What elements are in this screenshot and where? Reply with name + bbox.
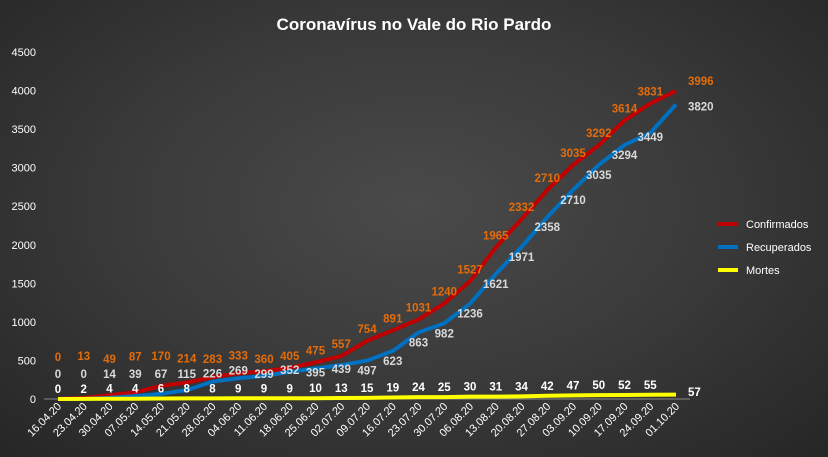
data-label: 1240 <box>431 286 457 298</box>
data-label: 3449 <box>637 132 663 144</box>
data-label: 2710 <box>560 195 586 207</box>
data-label: 3294 <box>612 150 638 162</box>
data-label: 475 <box>306 345 326 357</box>
series-line-confirmados <box>57 89 677 401</box>
data-label: 352 <box>280 365 299 377</box>
data-label: 25 <box>438 382 451 394</box>
data-label: 50 <box>592 380 605 392</box>
y-tick-label: 3500 <box>12 124 36 136</box>
data-label: 2710 <box>534 173 560 185</box>
data-label: 439 <box>332 364 351 376</box>
y-tick-label: 2000 <box>12 240 36 252</box>
data-label: 8 <box>184 383 191 395</box>
data-label: 4 <box>132 384 139 396</box>
data-label: 982 <box>435 328 454 340</box>
data-label: 754 <box>357 324 377 336</box>
data-label: 55 <box>644 380 657 392</box>
y-tick-label: 0 <box>30 394 36 406</box>
data-label: 3035 <box>560 148 586 160</box>
data-label: 3996 <box>688 76 714 88</box>
data-label: 1031 <box>406 302 432 314</box>
data-label: 67 <box>155 369 168 381</box>
data-label: 1971 <box>509 252 535 264</box>
data-label: 3820 <box>688 101 714 113</box>
data-label: 0 <box>55 352 61 364</box>
data-label: 9 <box>287 383 293 395</box>
y-tick-label: 3000 <box>12 163 36 175</box>
data-label: 269 <box>229 365 248 377</box>
data-label: 0 <box>81 369 87 381</box>
data-label: 283 <box>203 354 222 366</box>
y-tick-label: 4500 <box>12 47 36 59</box>
legend-entry: Mortes <box>746 265 780 277</box>
data-label: 2332 <box>509 202 535 214</box>
data-label: 87 <box>129 351 142 363</box>
data-label: 31 <box>489 382 502 394</box>
data-label: 13 <box>335 383 348 395</box>
data-label: 497 <box>357 366 376 378</box>
data-label: 2 <box>81 384 87 396</box>
y-tick-label: 4000 <box>12 86 36 98</box>
chart-title: Coronavírus no Vale do Rio Pardo <box>277 15 552 34</box>
data-label: 1965 <box>483 230 509 242</box>
y-tick-label: 500 <box>18 355 36 367</box>
data-label: 10 <box>309 383 322 395</box>
data-label: 0 <box>55 369 61 381</box>
y-tick-label: 2500 <box>12 201 36 213</box>
data-label: 0 <box>55 384 61 396</box>
data-label: 6 <box>158 384 164 396</box>
data-label: 1527 <box>457 264 483 276</box>
data-label: 891 <box>383 313 403 325</box>
data-label: 214 <box>177 353 197 365</box>
data-label: 395 <box>306 368 326 380</box>
data-label: 42 <box>541 381 554 393</box>
data-label: 15 <box>361 383 374 395</box>
y-tick-label: 1000 <box>12 317 36 329</box>
data-label: 52 <box>618 380 631 392</box>
data-label: 4 <box>106 384 113 396</box>
data-label: 1621 <box>483 279 509 291</box>
data-label: 13 <box>77 351 90 363</box>
data-label: 24 <box>412 382 425 394</box>
data-label: 299 <box>254 369 273 381</box>
legend-entry: Confirmados <box>746 219 809 231</box>
data-label: 115 <box>177 369 196 381</box>
data-label: 3035 <box>586 170 612 182</box>
data-label: 9 <box>261 383 267 395</box>
series-line-mortes <box>57 392 677 401</box>
data-label: 863 <box>409 337 428 349</box>
data-label: 170 <box>151 351 170 363</box>
data-label: 39 <box>129 369 142 381</box>
data-label: 405 <box>280 351 300 363</box>
data-label: 2358 <box>534 222 560 234</box>
y-tick-label: 1500 <box>12 278 36 290</box>
data-label: 557 <box>332 339 351 351</box>
data-label: 9 <box>235 383 241 395</box>
data-label: 8 <box>209 383 216 395</box>
data-label: 47 <box>567 380 580 392</box>
data-label: 333 <box>229 350 248 362</box>
data-label: 30 <box>464 382 477 394</box>
data-label: 14 <box>103 369 116 381</box>
data-label: 3292 <box>586 128 612 140</box>
data-label: 34 <box>515 381 528 393</box>
data-label: 360 <box>254 354 273 366</box>
series-line-recuperados <box>58 103 678 401</box>
data-label: 19 <box>386 383 399 395</box>
data-label: 3614 <box>612 103 638 115</box>
data-label: 57 <box>688 387 701 399</box>
data-label: 226 <box>203 369 222 381</box>
data-label: 623 <box>383 356 402 368</box>
data-label: 1236 <box>457 309 483 321</box>
data-label: 3831 <box>637 87 663 99</box>
data-label: 49 <box>103 354 116 366</box>
legend-entry: Recuperados <box>746 242 812 254</box>
